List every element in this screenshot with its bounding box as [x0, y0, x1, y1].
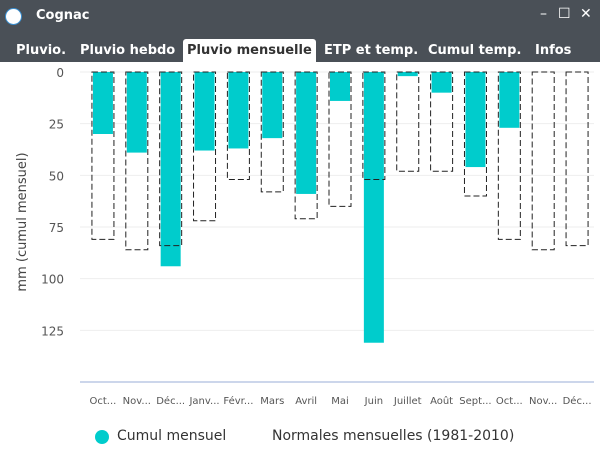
y-tick-label: 25 — [49, 118, 64, 132]
bar-cumul-mensuel — [126, 72, 147, 153]
bar-cumul-mensuel — [431, 72, 452, 93]
x-tick-label: Sept... — [459, 396, 491, 407]
y-axis-label: mm (cumul mensuel) — [15, 152, 30, 291]
bar-normale — [294, 71, 318, 220]
x-tick-label: Oct... — [90, 396, 117, 407]
legend-cumul-mensuel[interactable]: Cumul mensuel — [117, 428, 227, 444]
tab-infos[interactable]: Infos — [535, 43, 572, 58]
x-tick-label: Août — [430, 395, 453, 407]
bar-cumul-mensuel — [228, 72, 249, 149]
bar-cumul-mensuel — [499, 72, 520, 128]
y-tick-label: 50 — [49, 169, 64, 183]
legend-dot-cumul — [95, 430, 109, 444]
bar-cumul-mensuel — [194, 72, 215, 151]
bar-normale — [463, 71, 487, 197]
bar-cumul-mensuel — [397, 72, 418, 77]
title-bar: Cognac – ☐ ✕ — [0, 0, 600, 34]
x-tick-label: Févr... — [223, 395, 253, 407]
x-tick-label: Janv... — [188, 396, 219, 407]
bar-normale — [531, 71, 555, 251]
x-tick-label: Oct... — [496, 396, 523, 407]
bar-cumul-mensuel — [160, 72, 181, 267]
x-tick-label: Mai — [331, 396, 349, 407]
tab-etp-temp[interactable]: ETP et temp. — [324, 43, 419, 58]
y-tick-label: 75 — [49, 221, 64, 235]
bar-cumul-mensuel — [262, 72, 283, 139]
x-tick-label: Juin — [364, 396, 383, 407]
tab-pluvio-mensuelle[interactable]: Pluvio mensuelle — [183, 39, 316, 62]
x-tick-label: Juillet — [393, 396, 422, 407]
bar-normale — [91, 71, 115, 240]
bar-normale — [565, 71, 589, 247]
bar-normale — [497, 71, 521, 240]
x-tick-label: Déc... — [156, 395, 185, 407]
x-tick-label: Nov... — [529, 396, 557, 407]
tab-bar: Pluvio. Pluvio hebdo Pluvio mensuelle ET… — [0, 34, 600, 62]
legend: Cumul mensuel Normales mensuelles (1981-… — [0, 427, 600, 451]
bar-cumul-mensuel — [296, 72, 317, 194]
x-tick-label: Avril — [295, 396, 317, 407]
bar-cumul-mensuel — [92, 72, 113, 134]
bar-normale — [226, 71, 250, 180]
bar-cumul-mensuel — [363, 72, 384, 343]
y-tick-label: 100 — [41, 273, 64, 287]
bar-normale — [396, 71, 420, 172]
bar-normale — [125, 71, 149, 251]
maximize-button[interactable]: ☐ — [558, 6, 571, 22]
window-title: Cognac — [36, 8, 90, 23]
bar-normale — [260, 71, 284, 193]
x-tick-label: Déc... — [563, 395, 592, 407]
bar-normale — [193, 71, 217, 222]
bar-cumul-mensuel — [330, 72, 350, 101]
bar-cumul-mensuel — [465, 72, 486, 168]
tab-pluvio-hebdo[interactable]: Pluvio hebdo — [80, 43, 176, 58]
legend-normales[interactable]: Normales mensuelles (1981-2010) — [272, 428, 515, 444]
close-button[interactable]: ✕ — [580, 6, 592, 22]
minimize-button[interactable]: – — [540, 6, 547, 22]
bar-normale — [159, 71, 183, 247]
bar-normale — [362, 71, 386, 180]
tab-cumul-temp[interactable]: Cumul temp. — [428, 43, 522, 58]
tab-pluvio[interactable]: Pluvio. — [16, 43, 67, 58]
x-tick-label: Mars — [260, 396, 284, 407]
bar-normale — [328, 71, 352, 207]
y-tick-label: 125 — [41, 324, 64, 338]
x-tick-label: Nov... — [123, 396, 151, 407]
app-icon — [6, 9, 21, 24]
y-tick-label: 0 — [56, 66, 64, 80]
bar-normale — [430, 71, 454, 172]
